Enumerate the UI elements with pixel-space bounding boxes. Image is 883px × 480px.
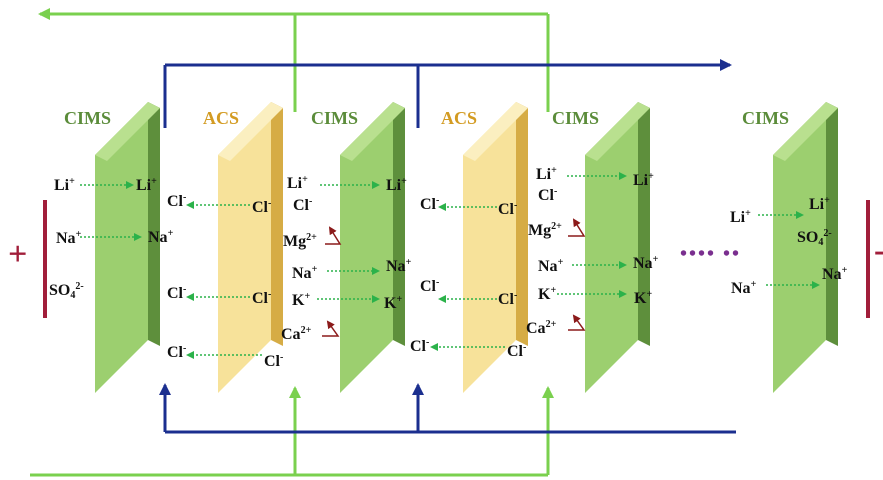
ion-k: K+ <box>384 294 403 312</box>
membrane-cims-4 <box>773 102 838 393</box>
ion-na: Na+ <box>731 279 757 297</box>
ion-cl: Cl- <box>167 343 187 361</box>
ion-cl: Cl- <box>498 290 518 308</box>
mg-blocked-cell2 <box>325 226 342 245</box>
ion-cl: Cl- <box>167 284 187 302</box>
ion-so4: SO42- <box>797 228 832 248</box>
ion-li: Li+ <box>54 176 75 194</box>
membrane-cims-1 <box>95 102 160 393</box>
ion-ca: Ca2+ <box>526 319 557 337</box>
membrane-cims-3 <box>585 102 650 393</box>
ion-cl: Cl- <box>538 186 558 204</box>
ion-cl: Cl- <box>252 289 272 307</box>
ion-cl: Cl- <box>410 337 430 355</box>
ion-li: Li+ <box>730 208 751 226</box>
ion-so4: SO42- <box>49 281 84 301</box>
ion-li: Li+ <box>136 176 157 194</box>
ion-k: K+ <box>292 291 311 309</box>
ion-mg: Mg2+ <box>528 221 562 239</box>
ion-li: Li+ <box>633 171 654 189</box>
ion-na: Na+ <box>292 264 318 282</box>
anion-arrows <box>186 201 505 359</box>
ion-li: Li+ <box>809 195 830 213</box>
membrane-label-acs-1: ACS <box>203 108 240 128</box>
mg-blocked-cell3 <box>568 218 586 237</box>
ca-blocked-cell3 <box>568 314 586 331</box>
blue-flow-lines <box>159 59 736 434</box>
ion-cl: Cl- <box>293 196 313 214</box>
ion-cl: Cl- <box>420 277 440 295</box>
membrane-label-acs-2: ACS <box>441 108 478 128</box>
ion-cl: Cl- <box>264 352 284 370</box>
ion-na: Na+ <box>538 257 564 275</box>
ion-cl: Cl- <box>507 342 527 360</box>
membrane-acs-1 <box>218 102 283 393</box>
membrane-label-cims-4: CIMS <box>742 108 790 128</box>
ion-k: K+ <box>538 285 557 303</box>
ion-na: Na+ <box>386 257 412 275</box>
membrane-label-cims-1: CIMS <box>64 108 112 128</box>
cathode-sign: - <box>874 234 883 268</box>
membrane-label-cims-3: CIMS <box>552 108 600 128</box>
ion-cl: Cl- <box>420 195 440 213</box>
membrane-cims-2 <box>340 102 405 393</box>
ion-na: Na+ <box>56 229 82 247</box>
membrane-acs-2 <box>463 102 528 393</box>
anode-sign: + <box>8 236 28 273</box>
ion-cl: Cl- <box>498 200 518 218</box>
ion-li: Li+ <box>536 165 557 183</box>
ion-na: Na+ <box>148 228 174 246</box>
cation-arrows <box>80 172 820 303</box>
membrane-label-cims-2: CIMS <box>311 108 359 128</box>
ion-ca: Ca2+ <box>281 325 312 343</box>
ion-mg: Mg2+ <box>283 232 317 250</box>
ion-li: Li+ <box>386 176 407 194</box>
ion-cl: Cl- <box>167 192 187 210</box>
blocked-arrows <box>322 218 586 337</box>
ion-na: Na+ <box>822 265 848 283</box>
ion-k: K+ <box>634 289 653 307</box>
ca-blocked-cell2 <box>322 320 340 337</box>
ion-na: Na+ <box>633 254 659 272</box>
ion-cl: Cl- <box>252 198 272 216</box>
ion-li: Li+ <box>287 174 308 192</box>
more-cells-ellipsis: •••• •• <box>680 243 742 265</box>
